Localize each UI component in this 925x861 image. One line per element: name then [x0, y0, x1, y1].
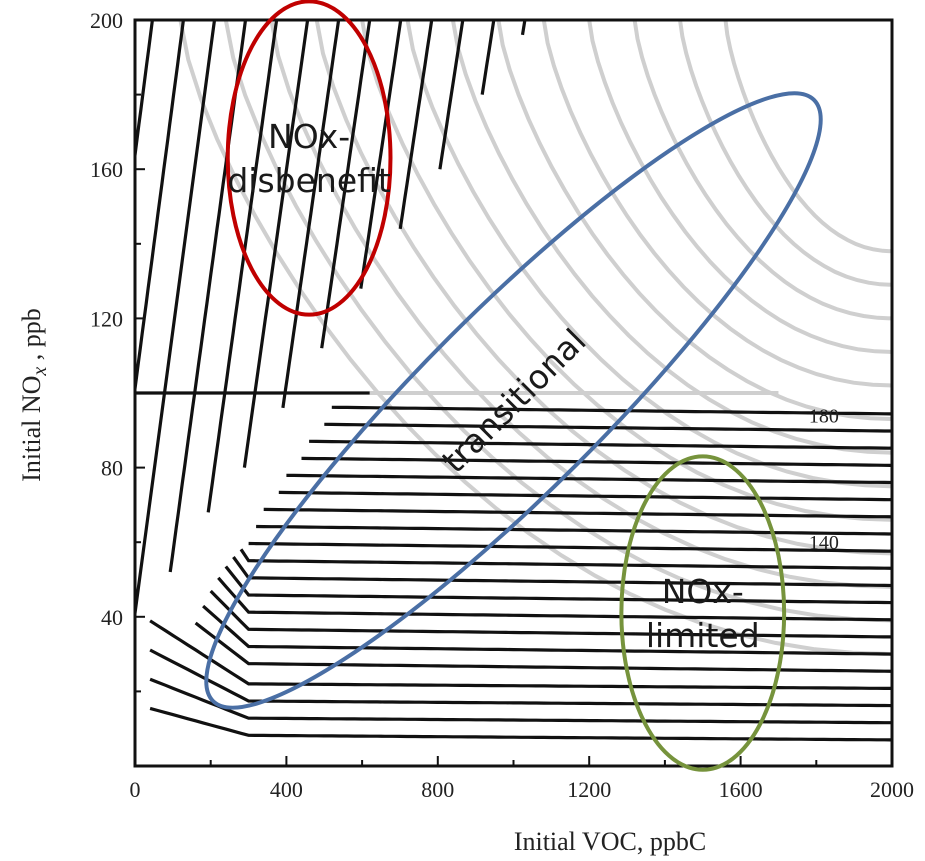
contour-line [224, 565, 892, 605]
faded-contour-line [632, 20, 892, 321]
faded-contour-line [269, 20, 892, 589]
x-tick-label: 400 [270, 777, 303, 802]
transitional-label: transitional [434, 321, 594, 481]
region-annotations: NOx-disbenefit transitional NOx-limited [204, 0, 823, 772]
contour-value-label: 180 [809, 405, 839, 427]
contour-labels: 180 140 [809, 405, 839, 554]
y-tick-label: 160 [90, 157, 123, 182]
faded-contour-line [587, 20, 892, 354]
x-tick-label: 1600 [719, 777, 763, 802]
nox-disbenefit-ellipse [225, 0, 393, 317]
x-axis-title: Initial VOC, ppbC [514, 827, 706, 856]
contour-line [202, 604, 892, 656]
contour-line [135, 20, 217, 626]
contour-line [438, 20, 465, 170]
contour-line [520, 20, 527, 36]
faded-contour-line [678, 20, 892, 287]
faded-contour-line [450, 20, 892, 455]
contour-line [286, 473, 892, 485]
faded-contour-line [360, 20, 892, 522]
contour-line [281, 20, 341, 409]
contour-line [149, 619, 892, 690]
faded-contour-line [496, 20, 892, 422]
y-axis-ticks: 40 80 120 160 200 [90, 8, 145, 693]
x-axis-ticks: 0 400 800 1200 1600 2000 [130, 756, 914, 802]
contour-line [480, 20, 496, 95]
contour-line [242, 20, 310, 468]
contour-line [256, 524, 892, 536]
contour-line [248, 541, 892, 553]
contour-line [194, 621, 892, 673]
x-tick-label: 0 [130, 777, 141, 802]
contour-line [135, 20, 154, 168]
nox-limited-ellipse [619, 454, 787, 772]
contour-line [359, 20, 403, 289]
faded-contour-line [541, 20, 892, 388]
x-tick-label: 1200 [567, 777, 611, 802]
contour-line [278, 490, 892, 502]
contour-line [217, 576, 892, 622]
y-tick-label: 200 [90, 8, 123, 33]
contour-line [398, 20, 434, 230]
faded-contour-line [723, 20, 892, 254]
contour-line [239, 548, 892, 570]
y-tick-label: 80 [101, 456, 123, 481]
grey-contour-group [178, 20, 892, 657]
transitional-ellipse [204, 91, 823, 710]
contour-line [206, 20, 279, 513]
contour-line [331, 405, 892, 416]
contour-value-label: 140 [809, 532, 839, 554]
faded-contour-line [405, 20, 892, 489]
contour-line [209, 589, 892, 639]
y-tick-label: 40 [101, 605, 123, 630]
contour-line [324, 422, 892, 433]
faded-contour-line [314, 20, 892, 556]
contour-line [38, 20, 121, 677]
contour-line [135, 20, 185, 401]
y-axis-title: Initial NOx , ppb [17, 308, 51, 482]
faded-contour-line [178, 20, 892, 657]
contour-line [309, 439, 892, 450]
contour-line [263, 507, 892, 519]
contour-line [301, 456, 892, 467]
y-tick-label: 120 [90, 306, 123, 331]
x-tick-label: 800 [421, 777, 454, 802]
contour-line [320, 20, 372, 349]
contour-line [149, 706, 892, 742]
contour-line [149, 677, 892, 725]
nox-limited-label: NOx-limited [646, 572, 760, 655]
nox-disbenefit-label: NOx-disbenefit [227, 117, 391, 200]
x-tick-label: 2000 [870, 777, 914, 802]
